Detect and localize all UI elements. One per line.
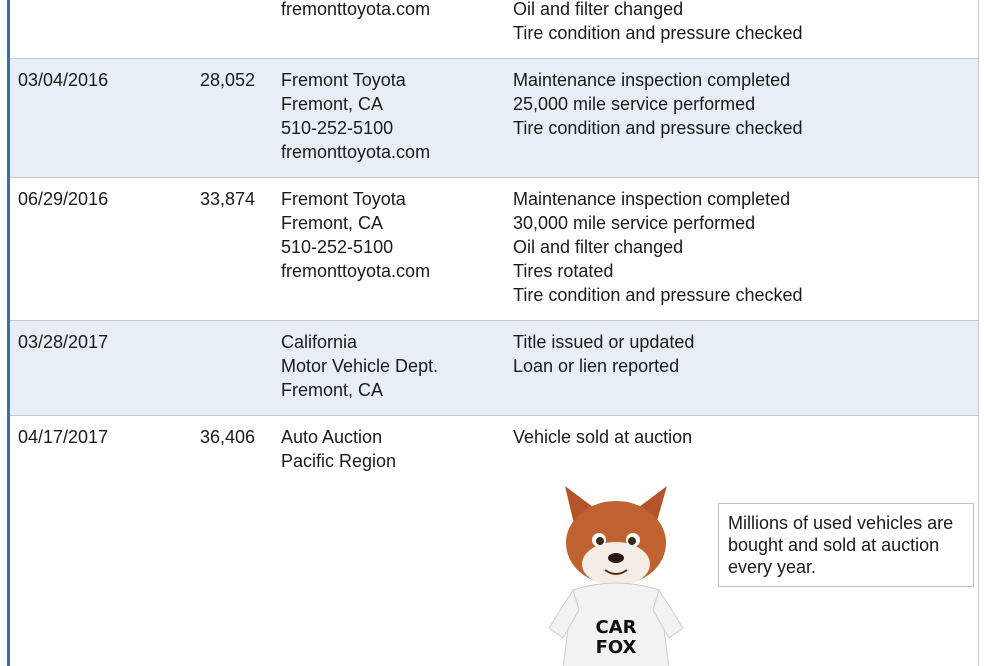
comment-line: Title issued or updated xyxy=(513,330,978,354)
date: 03/04/2016 xyxy=(18,68,108,92)
source-line: California xyxy=(281,330,438,354)
source-line: 510-252-5100 xyxy=(281,116,430,140)
source-line: fremonttoyota.com xyxy=(281,140,430,164)
mileage: 36,406 xyxy=(160,425,255,449)
source-line: Fremont, CA xyxy=(281,211,430,235)
source: fremonttoyota.com xyxy=(281,0,430,21)
mileage: 33,874 xyxy=(160,187,255,211)
source-line: Auto Auction xyxy=(281,425,396,449)
comments: Vehicle sold at auction xyxy=(513,425,978,473)
comment-line: Oil and filter changed xyxy=(513,0,978,21)
comment-line: Tires rotated xyxy=(513,259,978,283)
date: 03/28/2017 xyxy=(18,330,108,354)
comment-line: Tire condition and pressure checked xyxy=(513,116,978,140)
source-line: Motor Vehicle Dept. xyxy=(281,354,438,378)
mileage: 28,052 xyxy=(160,68,255,92)
comment-line: Maintenance inspection completed xyxy=(513,68,978,92)
comment-line: 25,000 mile service performed xyxy=(513,92,978,116)
date: 04/17/2017 xyxy=(18,425,108,449)
source-line: 510-252-5100 xyxy=(281,235,430,259)
comment-line: Loan or lien reported xyxy=(513,354,978,378)
page: {"rows": [ {"source": ["fremonttoyota.co… xyxy=(0,0,984,666)
comment-line: 30,000 mile service performed xyxy=(513,211,978,235)
comment-line: Vehicle sold at auction xyxy=(513,425,978,449)
source-line: Fremont Toyota xyxy=(281,187,430,211)
callout: Millions of used vehicles are bought and… xyxy=(718,503,974,587)
source-line: fremonttoyota.com xyxy=(281,0,430,21)
shirt-text: FOX xyxy=(596,637,637,658)
date: 06/29/2016 xyxy=(18,187,108,211)
shirt-text: CAR xyxy=(595,617,636,638)
source-line: Fremont, CA xyxy=(281,378,438,402)
source-line: Fremont Toyota xyxy=(281,68,430,92)
source-line: fremonttoyota.com xyxy=(281,259,430,283)
comment-line: Maintenance inspection completed xyxy=(513,187,978,211)
source-line: Pacific Region xyxy=(281,449,396,473)
mascot: CAR FOX xyxy=(535,478,705,666)
comment-line: Oil and filter changed xyxy=(513,235,978,259)
source-line: Fremont, CA xyxy=(281,92,430,116)
comment-line: Tire condition and pressure checked xyxy=(513,21,978,45)
comment-line: Tire condition and pressure checked xyxy=(513,283,978,307)
